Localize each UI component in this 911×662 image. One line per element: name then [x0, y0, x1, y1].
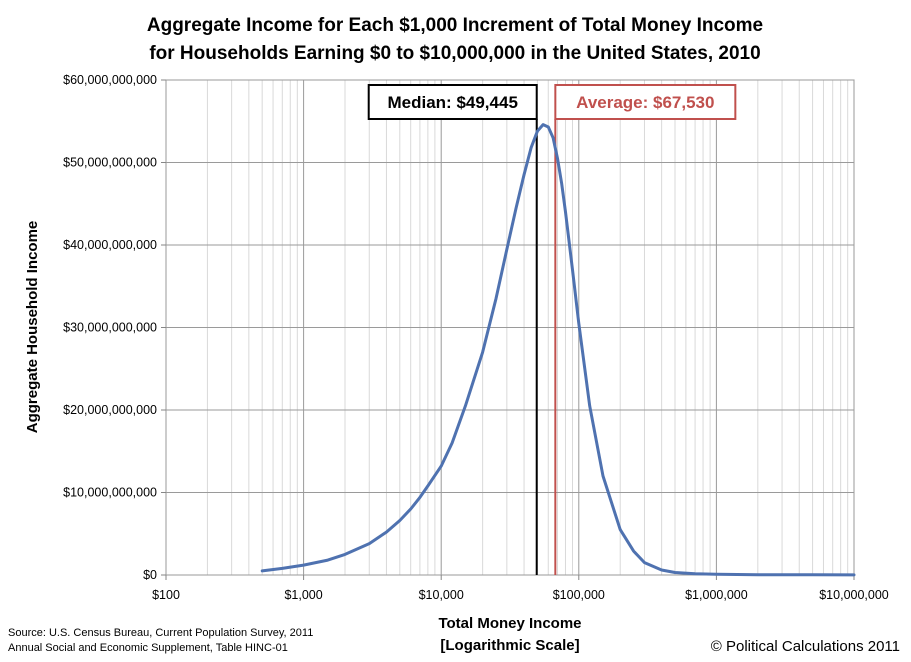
x-tick-label: $1,000	[284, 588, 322, 602]
y-tick-label: $20,000,000,000	[63, 403, 157, 417]
average-label: Average: $67,530	[576, 93, 714, 112]
series-line	[260, 123, 856, 577]
y-tick-label: $30,000,000,000	[63, 321, 157, 335]
reference-labels: Median: $49,445 Average: $67,530	[367, 84, 737, 120]
x-tick-label: $10,000,000	[819, 588, 889, 602]
y-tick-label: $50,000,000,000	[63, 156, 157, 170]
source-note-line-1: Source: U.S. Census Bureau, Current Popu…	[8, 627, 313, 639]
y-tick-label: $0	[143, 568, 157, 582]
chart-title-line-2: for Households Earning $0 to $10,000,000…	[149, 43, 760, 64]
x-tick-label: $100	[152, 588, 180, 602]
chart-title-line-1: Aggregate Income for Each $1,000 Increme…	[147, 15, 763, 36]
median-label-box	[367, 84, 538, 120]
y-tick-label: $60,000,000,000	[63, 73, 157, 87]
source-note-line-2: Annual Social and Economic Supplement, T…	[8, 642, 288, 654]
y-tick-label: $40,000,000,000	[63, 238, 157, 252]
reference-lines	[535, 119, 557, 575]
x-axis-title-line-2: [Logarithmic Scale]	[440, 637, 579, 654]
x-axis-title-line-1: Total Money Income	[438, 615, 581, 632]
x-tick-label: $100,000	[553, 588, 605, 602]
y-axis-title: Aggregate Household Income	[24, 221, 41, 434]
y-tick-label: $10,000,000,000	[63, 486, 157, 500]
median-label: Median: $49,445	[388, 93, 518, 112]
y-axis-ticks: $0 $10,000,000,000 $20,000,000,000 $30,000,…	[63, 73, 166, 582]
x-tick-label: $1,000,000	[685, 588, 748, 602]
x-tick-label: $10,000	[419, 588, 464, 602]
gridlines	[165, 79, 855, 576]
copyright-credit: © Political Calculations 2011	[711, 638, 900, 655]
average-label-box	[554, 84, 737, 120]
x-axis-ticks: $100 $1,000 $10,000 $100,000 $1,000,000 $10,0…	[152, 575, 889, 602]
